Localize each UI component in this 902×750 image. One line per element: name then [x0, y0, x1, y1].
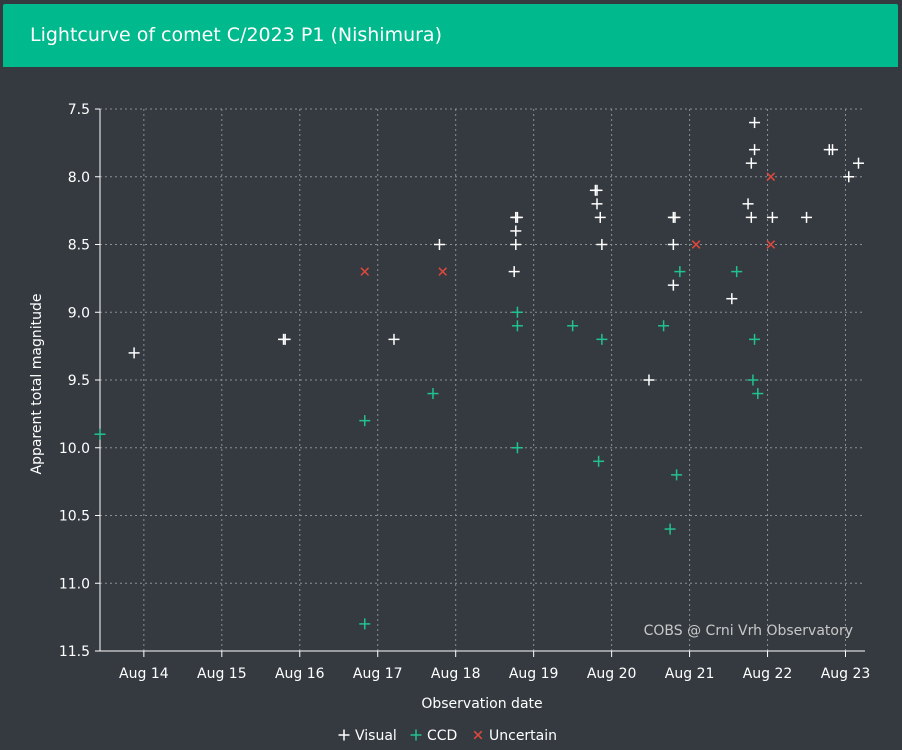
- legend-item-uncertain[interactable]: Uncertain: [473, 728, 557, 744]
- y-tick-label: 8.0: [68, 170, 90, 186]
- visual-point: [596, 239, 608, 250]
- ccd-point: [567, 320, 579, 332]
- y-tick-label: 11.5: [59, 644, 90, 660]
- y-tick-label: 7.5: [68, 102, 90, 118]
- visual-point: [749, 117, 761, 129]
- y-tick-label: 8.5: [68, 238, 90, 254]
- ccd-point: [511, 320, 523, 332]
- ccd-point: [749, 333, 761, 345]
- visual-point: [843, 171, 855, 183]
- y-tick-label: 9.0: [68, 305, 90, 321]
- uncertain-point: [360, 267, 370, 276]
- ccd-point: [511, 306, 523, 318]
- ccd-point: [664, 523, 676, 535]
- visual-point: [766, 211, 778, 223]
- ccd-point: [596, 333, 608, 345]
- visual-point: [433, 239, 445, 250]
- visual-point: [742, 198, 754, 210]
- ccd-point: [94, 428, 106, 440]
- x-tick-label: Aug 16: [275, 666, 325, 682]
- x-tick-label: Aug 18: [431, 666, 481, 682]
- visual-point: [591, 198, 603, 210]
- x-axis-title: Observation date: [421, 696, 542, 712]
- y-tick-label: 10.0: [59, 441, 90, 457]
- chart-title: Lightcurve of comet C/2023 P1 (Nishimura…: [30, 24, 442, 46]
- x-tick-label: Aug 15: [197, 666, 247, 682]
- x-tick-label: Aug 21: [665, 666, 715, 682]
- visual-point: [510, 239, 522, 250]
- visual-point: [128, 347, 140, 359]
- x-tick-label: Aug 17: [353, 666, 403, 682]
- ccd-point: [747, 374, 759, 386]
- visual-point: [749, 144, 761, 156]
- y-tick-label: 9.5: [68, 373, 90, 389]
- legend-label: Visual: [355, 728, 397, 744]
- chart-card: Lightcurve of comet C/2023 P1 (Nishimura…: [3, 4, 898, 750]
- ccd-point: [359, 415, 371, 427]
- ccd-point: [593, 455, 605, 467]
- visual-point: [594, 211, 606, 223]
- ccd-point: [427, 388, 439, 400]
- credit-annotation: COBS @ Crni Vrh Observatory: [644, 623, 853, 639]
- uncertain-point: [766, 240, 776, 249]
- legend-marker: [473, 730, 483, 740]
- visual-point: [745, 211, 757, 223]
- visual-point: [669, 211, 681, 223]
- legend-label: Uncertain: [489, 728, 557, 744]
- ccd-point: [511, 442, 523, 454]
- x-tick-label: Aug 14: [119, 666, 169, 682]
- visual-point: [801, 211, 813, 223]
- axes: 7.5 8.0 8.5 9.0 9.5 10.0 10.5 11.0 11.5 Aug 14 Aug…: [59, 102, 870, 682]
- grid: [100, 108, 865, 652]
- y-tick-label: 10.5: [59, 509, 90, 525]
- ccd-point: [752, 388, 764, 400]
- visual-point: [591, 184, 603, 196]
- visual-point: [511, 211, 523, 223]
- ccd-point: [658, 320, 670, 332]
- y-tick-label: 11.0: [59, 576, 90, 592]
- ccd-point: [674, 266, 686, 278]
- uncertain-point: [438, 267, 448, 276]
- visual-point: [508, 266, 520, 278]
- visual-point: [726, 293, 738, 305]
- legend-marker: [410, 729, 422, 741]
- legend-label: CCD: [427, 728, 457, 744]
- visual-point: [667, 239, 679, 250]
- x-tick-label: Aug 19: [509, 666, 559, 682]
- legend-item-ccd[interactable]: CCD: [410, 728, 458, 744]
- legend-item-visual[interactable]: Visual: [338, 728, 397, 744]
- visual-point: [643, 374, 655, 386]
- x-tick-label: Aug 22: [743, 666, 793, 682]
- ccd-point: [671, 469, 683, 481]
- legend: Visual CCD Uncertain: [338, 728, 557, 744]
- ccd-point: [731, 266, 743, 278]
- card-header: Lightcurve of comet C/2023 P1 (Nishimura…: [3, 4, 898, 67]
- lightcurve-chart: 7.5 8.0 8.5 9.0 9.5 10.0 10.5 11.0 11.5 Aug 14 Aug…: [29, 102, 870, 744]
- x-tick-label: Aug 20: [587, 666, 637, 682]
- data-points: [94, 117, 865, 630]
- y-axis-title: Apparent total magnitude: [29, 294, 45, 475]
- visual-point: [827, 144, 839, 156]
- visual-point: [745, 157, 757, 169]
- visual-point: [510, 225, 522, 237]
- ccd-point: [359, 618, 371, 630]
- x-tick-label: Aug 23: [821, 666, 871, 682]
- visual-point: [279, 333, 291, 345]
- uncertain-point: [766, 172, 776, 182]
- uncertain-point: [691, 240, 701, 249]
- visual-point: [388, 333, 400, 345]
- visual-point: [667, 279, 679, 291]
- legend-marker: [338, 729, 350, 741]
- visual-point: [853, 157, 865, 169]
